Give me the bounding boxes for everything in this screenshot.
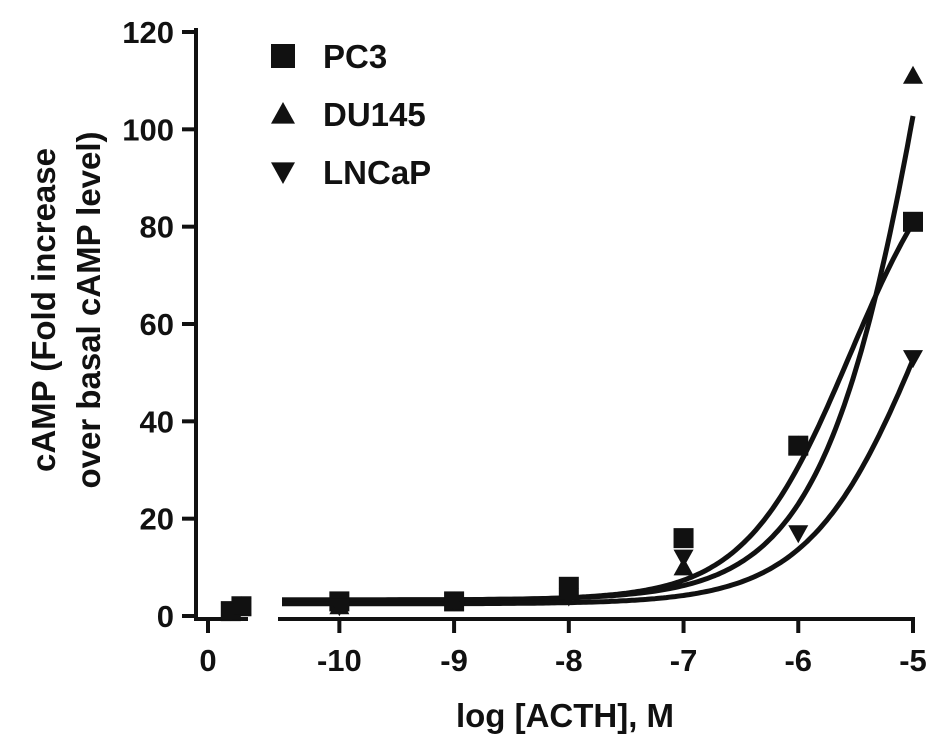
data-point-lncap <box>788 525 809 544</box>
y-tick-label: 120 <box>122 15 174 50</box>
legend-label-du145: DU145 <box>323 96 426 133</box>
x-tick-label: -9 <box>440 643 468 678</box>
x-tick-label: -5 <box>899 643 927 678</box>
x-axis: 0 -10 -9 -8 -7 -6 -5 <box>194 617 927 678</box>
fit-curve-du145 <box>282 115 916 603</box>
legend-label-pc3: PC3 <box>323 38 387 75</box>
legend-marker-pc3 <box>271 44 295 68</box>
x-tick-label: -7 <box>670 643 698 678</box>
data-point-lncap <box>231 598 252 617</box>
data-point-du145 <box>788 435 809 454</box>
data-point-pc3 <box>673 528 694 549</box>
y-tick-label: 80 <box>140 210 174 245</box>
y-axis-title: cAMP (Fold increase over basal cAMP level… <box>25 131 107 488</box>
y-tick-label: 0 <box>157 599 174 634</box>
data-point-lncap <box>903 350 923 369</box>
data-point-lncap <box>444 593 465 612</box>
y-axis-title-line: over basal cAMP level) <box>70 131 107 488</box>
y-axis: 0 20 40 60 80 100 120 <box>122 15 198 634</box>
data-point-pc3 <box>903 211 923 232</box>
data-point-lncap <box>558 588 579 607</box>
x-tick-label: -6 <box>784 643 812 678</box>
data-points <box>220 65 923 622</box>
fit-curve-pc3 <box>282 221 916 603</box>
data-point-du145 <box>903 65 923 84</box>
legend-marker-du145 <box>271 102 295 124</box>
y-axis-title-line: cAMP (Fold increase <box>25 148 62 472</box>
data-point-lncap <box>329 598 350 617</box>
fit-curve-lncap <box>282 358 916 607</box>
y-tick-label: 60 <box>140 307 174 342</box>
x-tick-label: 0 <box>199 643 216 678</box>
data-point-lncap <box>673 549 694 568</box>
y-tick-label: 100 <box>122 112 174 147</box>
x-tick-label: -8 <box>555 643 583 678</box>
legend: PC3 DU145 LNCaP <box>271 38 431 191</box>
y-tick-label: 40 <box>140 404 174 439</box>
legend-marker-lncap <box>271 162 295 184</box>
data-point-lncap <box>220 603 241 622</box>
x-tick-label: -10 <box>317 643 362 678</box>
y-tick-label: 20 <box>140 502 174 537</box>
x-axis-title: log [ACTH], M <box>456 697 674 734</box>
legend-label-lncap: LNCaP <box>323 154 431 191</box>
